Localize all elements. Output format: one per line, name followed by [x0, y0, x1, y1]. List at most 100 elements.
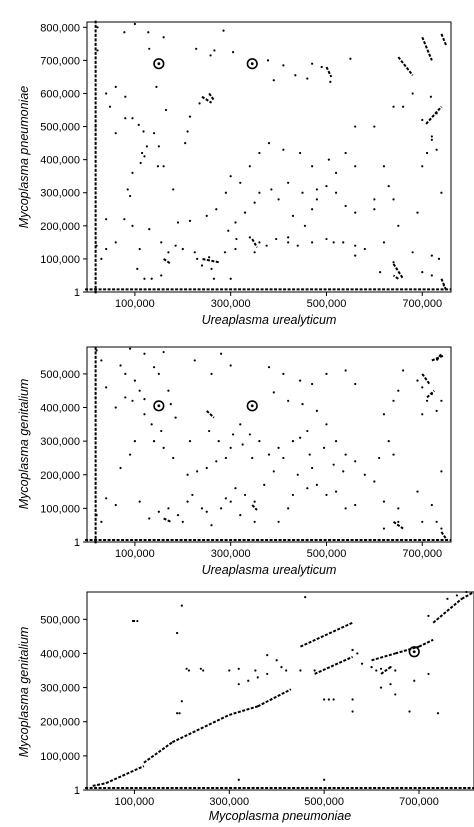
data-point — [220, 507, 223, 510]
data-point — [301, 191, 304, 194]
data-point — [291, 493, 295, 497]
data-point — [164, 108, 168, 112]
data-point — [356, 652, 359, 655]
data-point — [382, 165, 386, 168]
data-point — [313, 669, 316, 672]
data-point — [215, 460, 218, 463]
data-point — [140, 151, 144, 155]
data-point — [124, 117, 127, 120]
data-point — [145, 145, 148, 148]
data-point — [114, 406, 117, 409]
match-run — [163, 517, 172, 523]
data-point — [123, 31, 126, 34]
data-point — [351, 710, 354, 713]
data-point — [327, 158, 330, 161]
match-run — [201, 257, 219, 264]
data-point — [237, 683, 240, 686]
data-point — [382, 413, 386, 416]
data-point — [351, 648, 354, 652]
data-point — [430, 392, 433, 396]
match-run — [201, 95, 213, 104]
data-point — [344, 507, 347, 510]
y-tick-label: 800,000 — [40, 22, 80, 34]
data-point — [162, 350, 165, 354]
data-point — [185, 667, 188, 670]
data-point — [234, 221, 237, 224]
data-point — [427, 614, 430, 617]
data-point — [157, 145, 160, 148]
data-point — [402, 369, 405, 372]
x-tick-label: 500,000 — [307, 298, 347, 310]
data-point — [311, 208, 314, 211]
x-axis-label: Ureaplasma urealyticum — [202, 313, 337, 327]
data-point — [210, 267, 213, 270]
data-point — [387, 185, 390, 188]
data-point — [193, 251, 196, 254]
y-tick-label: 500,000 — [40, 122, 80, 134]
data-point — [143, 413, 146, 416]
data-point — [174, 416, 177, 419]
data-point — [397, 507, 400, 510]
data-point — [176, 514, 180, 517]
data-point — [354, 503, 357, 507]
data-point — [334, 490, 338, 493]
data-point — [332, 241, 335, 244]
data-point — [200, 507, 204, 510]
y-tick-label: 1 — [74, 537, 80, 549]
data-point — [394, 669, 397, 672]
data-point — [334, 171, 338, 174]
data-point — [253, 520, 256, 523]
data-point — [229, 446, 232, 449]
data-point — [266, 654, 269, 657]
y-tick-label: 100,000 — [40, 254, 80, 266]
data-point — [143, 155, 146, 158]
x-tick-label: 700,000 — [399, 796, 439, 808]
data-point — [446, 597, 449, 600]
highlight-center-point — [157, 62, 161, 66]
data-point — [152, 132, 156, 135]
data-point — [223, 251, 227, 254]
data-point — [413, 679, 416, 682]
y-tick-label: 400,000 — [40, 155, 80, 167]
data-point — [299, 669, 302, 672]
data-point — [275, 659, 278, 662]
data-point — [253, 201, 256, 204]
data-point — [202, 669, 205, 672]
data-point — [421, 520, 424, 523]
match-run — [392, 521, 404, 530]
data-point — [108, 105, 112, 108]
data-point — [325, 493, 328, 497]
data-point — [299, 436, 302, 439]
match-run — [421, 373, 431, 385]
y-tick-label: 300,000 — [40, 188, 80, 200]
data-point — [344, 204, 347, 208]
data-point — [435, 520, 438, 523]
match-run — [143, 741, 173, 764]
data-point — [129, 453, 132, 456]
data-point — [277, 446, 280, 449]
data-point — [332, 698, 335, 701]
match-run — [461, 591, 474, 600]
data-point — [267, 142, 271, 145]
match-run — [257, 688, 292, 708]
data-point — [267, 366, 271, 369]
data-point — [354, 254, 357, 257]
data-point — [323, 698, 326, 701]
data-point — [229, 364, 232, 367]
data-point — [131, 399, 134, 402]
data-point — [143, 352, 146, 355]
data-point — [265, 244, 268, 247]
data-point — [455, 594, 459, 597]
plot-area — [86, 21, 452, 293]
match-run — [251, 504, 258, 511]
data-point — [212, 277, 216, 280]
data-point — [251, 456, 254, 460]
data-point — [148, 228, 151, 231]
data-point — [301, 403, 304, 406]
data-point — [137, 123, 140, 127]
data-point — [373, 198, 376, 201]
match-run — [171, 727, 202, 744]
y-tick-label: 400,000 — [40, 403, 80, 415]
data-point — [379, 271, 382, 274]
data-point — [180, 700, 183, 703]
